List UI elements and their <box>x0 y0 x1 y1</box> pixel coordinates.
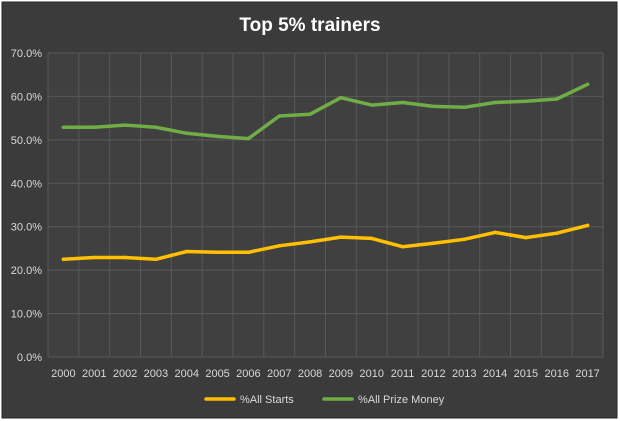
x-tick-label: 2001 <box>82 368 106 380</box>
data-point <box>277 244 281 248</box>
data-point <box>585 223 590 228</box>
data-point <box>277 114 281 118</box>
x-tick-label: 2013 <box>452 368 476 380</box>
x-tick-label: 2002 <box>113 368 137 380</box>
data-point <box>431 241 436 245</box>
x-tick-label: 2010 <box>360 368 384 380</box>
data-point <box>493 100 497 105</box>
data-point <box>493 230 497 235</box>
data-point <box>585 82 590 87</box>
data-point <box>400 244 405 249</box>
data-point <box>308 112 312 116</box>
data-point <box>92 125 96 130</box>
data-point <box>246 250 251 255</box>
data-point <box>185 131 189 136</box>
chart-title: Top 5% trainers <box>239 15 380 36</box>
series-lines <box>61 82 590 262</box>
y-tick-label: 70.0% <box>11 48 42 60</box>
data-point <box>555 231 559 235</box>
data-point <box>370 103 374 107</box>
data-point <box>308 240 312 244</box>
data-point <box>123 255 127 260</box>
data-point <box>92 255 96 260</box>
x-tick-label: 2000 <box>51 368 75 380</box>
gridlines <box>47 52 604 358</box>
tick-labels: 0.0% 10.0% 20.0% 30.0% 40.0% 50.0% 60.0% 70.0% 2… <box>11 48 600 380</box>
data-point <box>61 257 66 262</box>
data-point <box>524 99 528 103</box>
y-tick-label: 50.0% <box>11 135 42 147</box>
legend: %All Starts %All Prize Money <box>204 394 445 406</box>
x-tick-label: 2009 <box>329 368 353 380</box>
x-tick-label: 2014 <box>483 368 507 380</box>
data-point <box>339 235 343 239</box>
data-point <box>462 105 466 110</box>
data-point <box>462 237 466 242</box>
x-tick-label: 2005 <box>205 368 229 380</box>
y-tick-label: 20.0% <box>11 265 42 277</box>
data-point <box>215 134 220 139</box>
data-point <box>154 257 158 262</box>
data-point <box>61 125 66 130</box>
series-line-1 <box>61 82 590 141</box>
data-point <box>246 136 251 141</box>
x-tick-label: 2004 <box>175 368 199 380</box>
data-point <box>431 104 436 109</box>
legend-label: %All Starts <box>240 394 294 406</box>
data-point <box>555 97 559 101</box>
data-point <box>185 249 189 254</box>
x-tick-label: 2015 <box>514 368 538 380</box>
legend-label: %All Prize Money <box>358 394 445 406</box>
data-point <box>524 235 528 240</box>
series-line-0 <box>61 223 590 262</box>
data-point <box>400 100 405 105</box>
data-point <box>123 123 127 127</box>
x-tick-label: 2012 <box>421 368 445 380</box>
y-tick-label: 60.0% <box>11 91 42 103</box>
y-tick-label: 30.0% <box>11 222 42 234</box>
data-point <box>370 236 374 241</box>
y-tick-label: 0.0% <box>17 352 42 364</box>
x-tick-label: 2008 <box>298 368 322 380</box>
x-tick-label: 2007 <box>267 368 291 380</box>
x-tick-label: 2017 <box>575 368 599 380</box>
x-tick-label: 2011 <box>391 368 415 380</box>
y-tick-label: 10.0% <box>11 309 42 321</box>
data-point <box>215 250 220 255</box>
x-tick-label: 2003 <box>144 368 168 380</box>
x-tick-label: 2006 <box>236 368 260 380</box>
y-tick-label: 40.0% <box>11 178 42 190</box>
data-point <box>154 125 158 130</box>
x-tick-label: 2016 <box>545 368 569 380</box>
data-point <box>339 95 343 100</box>
